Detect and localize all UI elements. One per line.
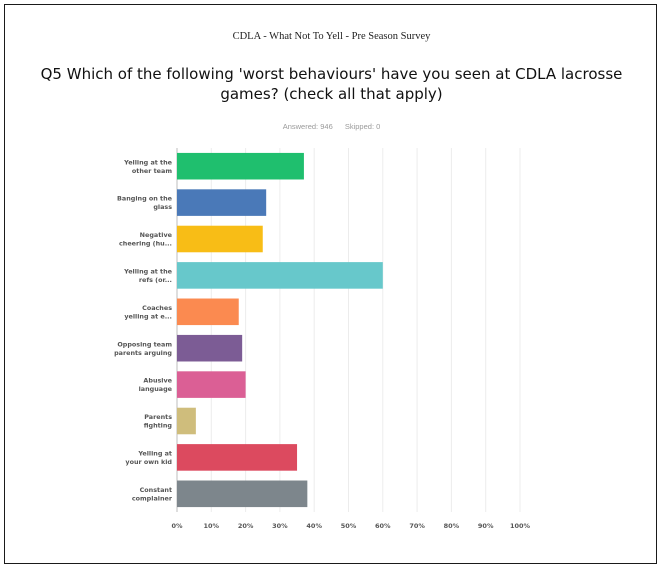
category-label: Yelling at	[137, 449, 172, 457]
x-tick-label: 30%	[272, 522, 288, 530]
x-tick-label: 90%	[478, 522, 494, 530]
x-tick-label: 0%	[171, 522, 183, 530]
chart-grid	[176, 148, 521, 512]
category-label: Coaches	[142, 304, 172, 312]
category-label: refs (or...	[139, 276, 172, 284]
category-label: Banging on the	[117, 195, 173, 203]
bar	[177, 480, 308, 508]
x-tick-label: 70%	[409, 522, 425, 530]
category-label: your own kid	[125, 458, 172, 466]
chart-bars	[177, 152, 383, 508]
category-label: Constant	[140, 486, 172, 494]
category-label: glass	[153, 203, 172, 211]
bar	[177, 225, 263, 253]
skipped-count: Skipped: 0	[344, 122, 381, 131]
x-tick-label: 10%	[204, 522, 220, 530]
bar	[177, 334, 243, 362]
bar	[177, 152, 304, 180]
question-text: Q5 Which of the following 'worst behavio…	[40, 65, 623, 103]
response-stats: Answered: 946 Skipped: 0	[0, 122, 663, 131]
x-tick-label: 100%	[510, 522, 531, 530]
x-tick-label: 80%	[444, 522, 460, 530]
category-label: Yelling at the	[123, 158, 172, 166]
category-label: yelling at e...	[124, 312, 172, 320]
category-label: complainer	[132, 494, 173, 502]
category-label: parents arguing	[114, 349, 172, 357]
category-label: fighting	[144, 422, 173, 430]
x-axis-ticks: 0% 10% 20% 30% 40% 50% 60% 70% 80% 90% 100%	[171, 522, 530, 530]
category-label: Negative	[140, 231, 173, 239]
bar	[177, 371, 246, 398]
category-label: language	[139, 385, 173, 393]
bar	[177, 407, 196, 435]
bar	[177, 444, 298, 471]
answered-count: Answered: 946	[282, 122, 333, 131]
category-label: Abusive	[143, 377, 172, 385]
x-tick-label: 40%	[306, 522, 322, 530]
x-tick-label: 60%	[375, 522, 391, 530]
category-label: Opposing team	[117, 340, 172, 348]
x-tick-label: 50%	[341, 522, 357, 530]
bar	[177, 298, 239, 326]
category-label: cheering (hu...	[119, 240, 172, 248]
category-label: other team	[132, 167, 172, 175]
x-tick-label: 20%	[238, 522, 254, 530]
bar	[177, 262, 383, 289]
category-label: Parents	[144, 413, 172, 421]
category-label: Yelling at the	[123, 267, 172, 275]
survey-title: CDLA - What Not To Yell - Pre Season Sur…	[232, 31, 431, 42]
bar	[177, 189, 267, 216]
